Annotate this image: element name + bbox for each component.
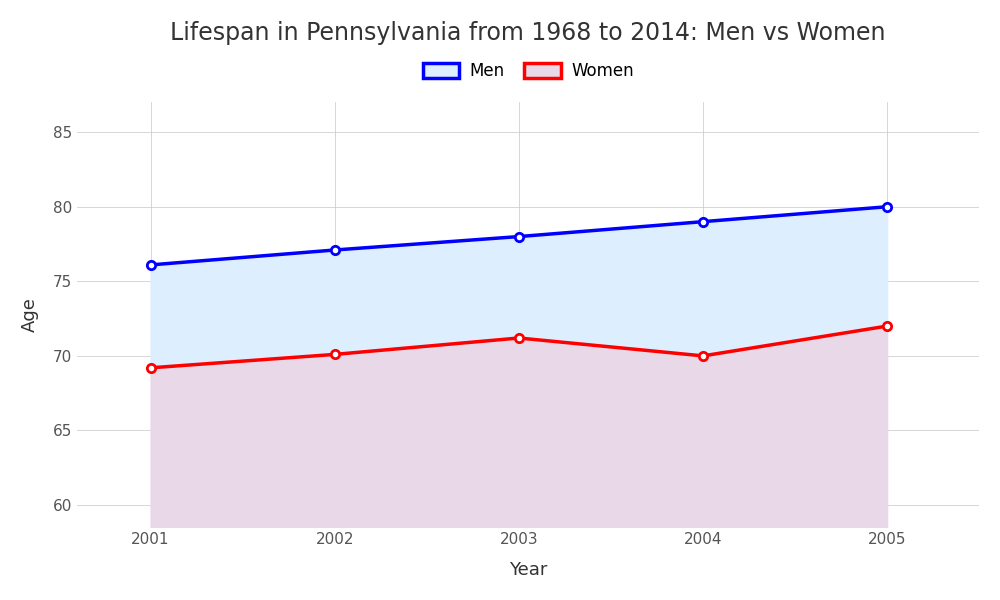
- Legend: Men, Women: Men, Women: [416, 55, 640, 87]
- X-axis label: Year: Year: [509, 561, 547, 579]
- Y-axis label: Age: Age: [21, 298, 39, 332]
- Title: Lifespan in Pennsylvania from 1968 to 2014: Men vs Women: Lifespan in Pennsylvania from 1968 to 20…: [170, 21, 886, 45]
